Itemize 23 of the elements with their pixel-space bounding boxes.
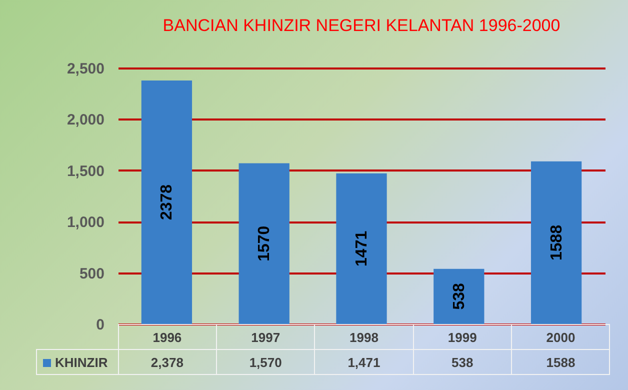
y-tick-label: 1,000 (66, 214, 104, 232)
legend-label: KHINZIR (36, 350, 118, 374)
text: 538 (413, 350, 512, 374)
chart-title: BANCIAN KHINZIR NEGERI KELANTAN 1996-2000 (162, 16, 560, 35)
x-tick-label: 2000 (512, 324, 610, 350)
y-tick-label: 2,500 (66, 60, 104, 78)
text: 2,378 (118, 350, 216, 374)
data-label: 1588 (548, 224, 566, 260)
data-label: 1570 (256, 226, 274, 262)
y-tick-label: 1,500 (66, 162, 104, 180)
data-label: 538 (450, 283, 468, 310)
text: 1,570 (216, 350, 315, 374)
y-tick-label: 2,000 (66, 112, 104, 129)
y-tick-label: 0 (96, 316, 104, 334)
x-tick-label: 1997 (216, 324, 315, 350)
x-tick-label: 1996 (118, 324, 216, 350)
x-tick-label: 1998 (314, 324, 414, 350)
data-label: 2378 (158, 184, 176, 220)
x-tick-label: 1999 (413, 324, 512, 350)
text: 1,471 (314, 350, 414, 374)
data-label: 1471 (354, 230, 370, 266)
y-tick-label: 500 (79, 265, 104, 282)
text: 1588 (512, 350, 610, 374)
